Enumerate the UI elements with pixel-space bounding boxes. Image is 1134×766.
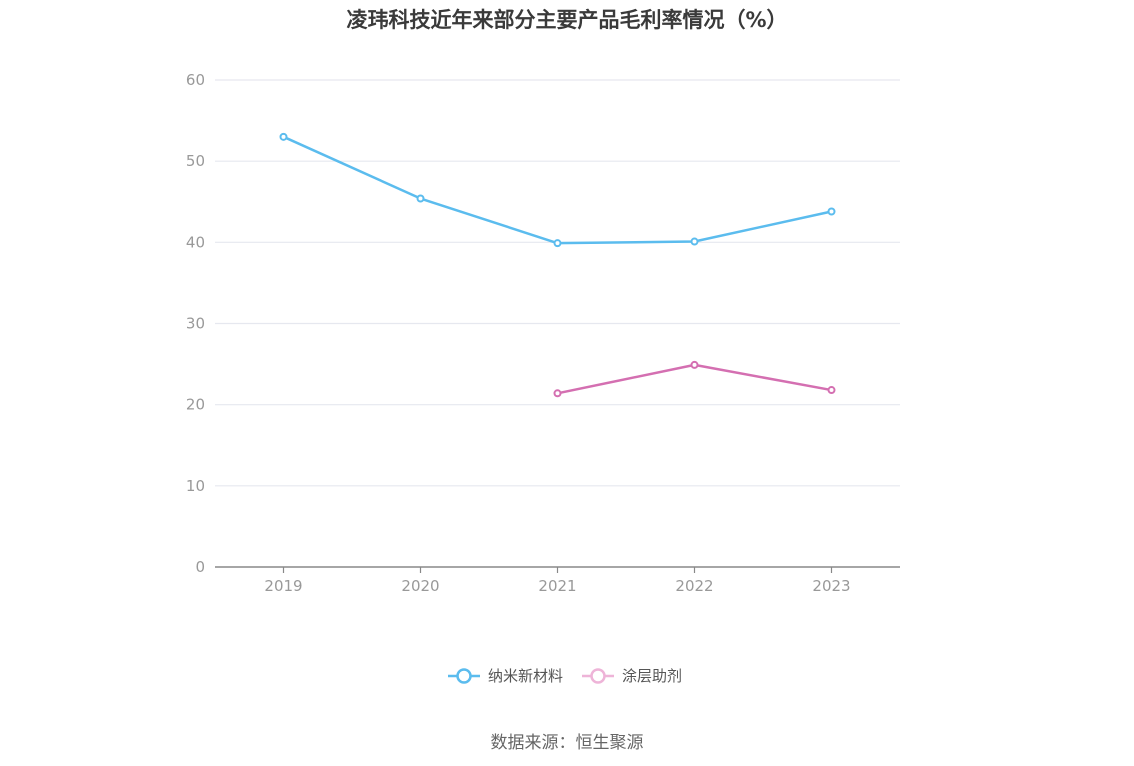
gridlines <box>215 79 900 487</box>
legend-marker <box>456 668 472 684</box>
data-point[interactable] <box>553 239 562 248</box>
y-tick-label: 60 <box>186 71 205 89</box>
legend-item[interactable]: 纳米新材料 <box>448 667 563 685</box>
legend[interactable]: 纳米新材料 涂层助剂 <box>448 667 682 685</box>
y-tick-label: 0 <box>195 558 205 576</box>
legend-label: 纳米新材料 <box>488 667 563 685</box>
data-point[interactable] <box>690 360 699 369</box>
series-line <box>282 135 832 245</box>
y-axis: 0 10 20 30 40 50 60 <box>186 71 205 576</box>
legend-label: 涂层助剂 <box>622 667 682 685</box>
y-tick-label: 20 <box>186 396 205 414</box>
x-tick-label: 2022 <box>675 577 713 595</box>
series-2 <box>553 360 836 398</box>
x-tick-label: 2021 <box>538 577 576 595</box>
data-point[interactable] <box>690 237 699 246</box>
data-point[interactable] <box>279 132 288 141</box>
y-tick-label: 40 <box>186 233 205 251</box>
series-group <box>279 132 836 398</box>
y-tick-label: 30 <box>186 315 205 333</box>
source-note: 数据来源：恒生聚源 <box>490 733 644 753</box>
series-line <box>557 363 832 395</box>
series-1 <box>279 132 836 248</box>
data-point[interactable] <box>553 389 562 398</box>
x-tick-label: 2020 <box>401 577 439 595</box>
x-tick-label: 2023 <box>812 577 850 595</box>
legend-marker <box>590 668 606 684</box>
legend-item[interactable]: 涂层助剂 <box>582 667 682 685</box>
x-tick-label: 2019 <box>264 577 302 595</box>
y-tick-label: 50 <box>186 152 205 170</box>
y-tick-label: 10 <box>186 477 205 495</box>
data-point[interactable] <box>416 194 425 203</box>
chart-title: 凌玮科技近年来部分主要产品毛利率情况（%） <box>346 8 788 32</box>
data-point[interactable] <box>827 386 836 395</box>
x-axis: 2019 2020 2021 2022 2023 <box>215 566 900 595</box>
data-point[interactable] <box>827 207 836 216</box>
